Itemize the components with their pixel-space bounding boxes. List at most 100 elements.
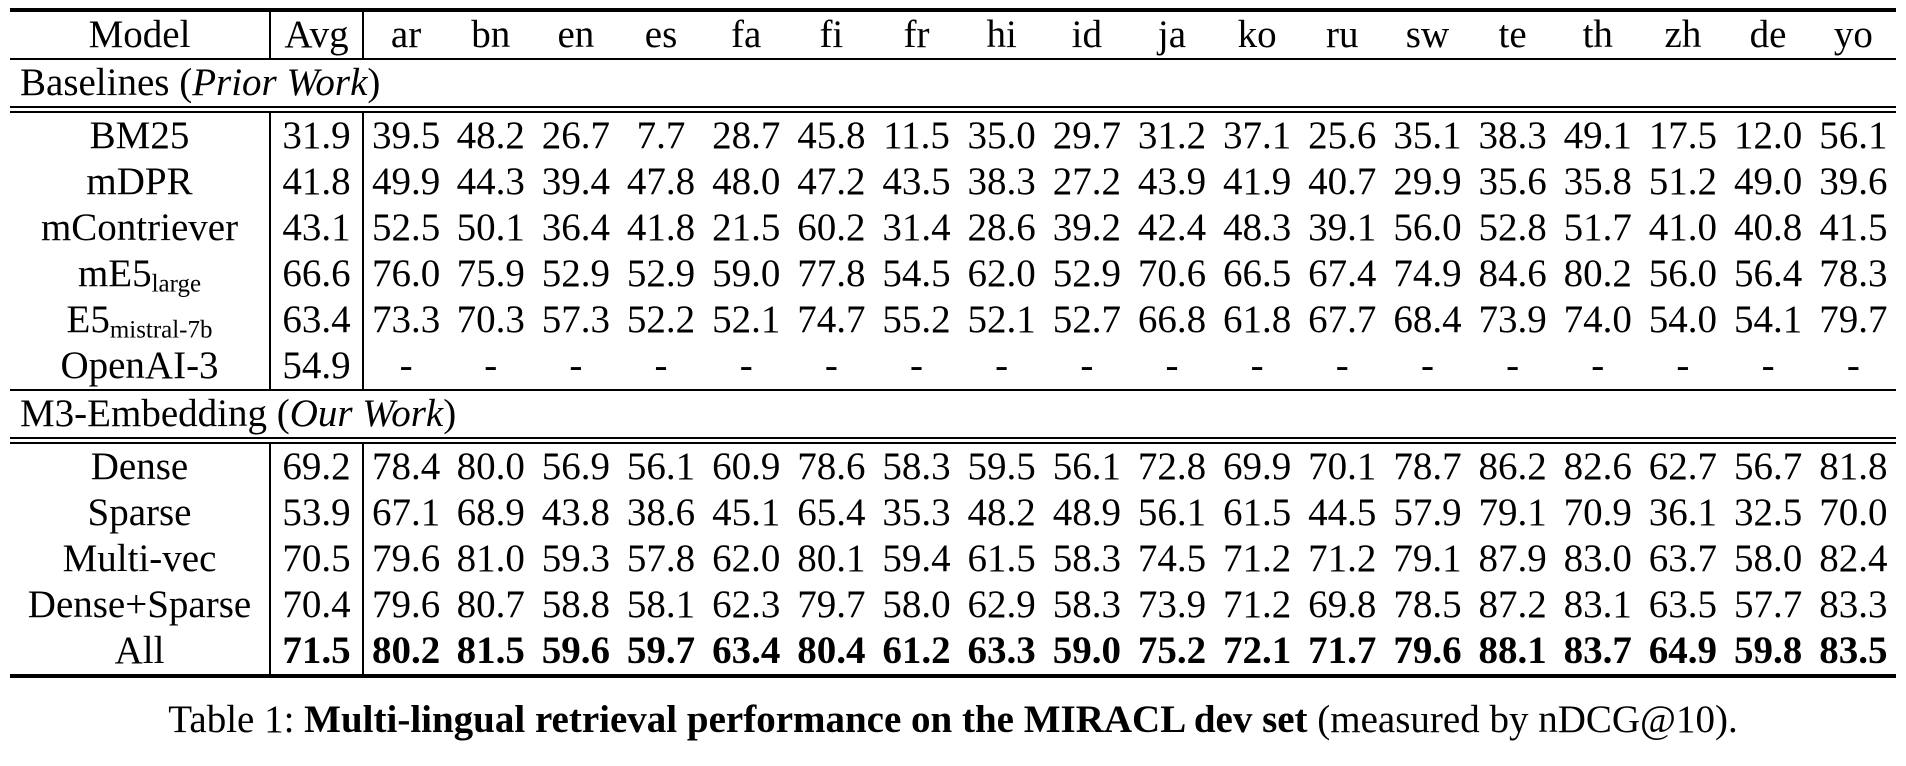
results-table: Model Avg ar bn en es fa fi fr hi id ja ko ru sw te th zh…: [10, 8, 1896, 678]
value-cell-fa: 45.1: [712, 491, 781, 534]
value-cell-ar: 78.4: [371, 445, 441, 488]
avg-cell: 63.4: [270, 297, 364, 343]
value-cell-id: 58.3: [1052, 537, 1121, 580]
value-cell-es: 56.1: [626, 445, 696, 488]
value-cell-sw: 57.9: [1393, 491, 1462, 534]
section-row-0: Baselines (Prior Work): [10, 59, 1896, 110]
value-cell-zh: 36.1: [1648, 491, 1718, 534]
value-cell-ko: 48.3: [1223, 206, 1292, 249]
value-cell-sw: 79.1: [1393, 537, 1462, 580]
value-cell-bn: 44.3: [456, 160, 525, 203]
value-cell-de: 12.0: [1733, 114, 1803, 157]
value-cell-de: 54.1: [1733, 298, 1803, 341]
value-cell-ru: 39.1: [1308, 206, 1377, 249]
value-cell-sw: 29.9: [1393, 160, 1462, 203]
model-cell: mContriever: [10, 205, 271, 251]
value-cell-te: 87.9: [1478, 537, 1547, 580]
value-cell-ar: -: [399, 344, 413, 387]
value-cell-yo: -: [1846, 344, 1860, 387]
value-cell-bn: 81.0: [456, 537, 525, 580]
avg-cell: 53.9: [270, 490, 364, 536]
model-subscript: large: [151, 270, 202, 298]
value-cell-fa: 52.1: [712, 298, 781, 341]
value-cell-ja: 74.5: [1137, 537, 1207, 580]
value-cell-te: 84.6: [1478, 252, 1547, 295]
value-cell-en: 59.3: [541, 537, 611, 580]
value-cell-ru: 71.7: [1308, 629, 1377, 672]
value-cell-fi: -: [824, 344, 838, 387]
value-cell-ar: 76.0: [371, 252, 441, 295]
value-cell-ja: 72.8: [1137, 445, 1207, 488]
value-cell-sw: 78.7: [1393, 445, 1462, 488]
value-cell-ko: 41.9: [1223, 160, 1292, 203]
value-cell-ru: 25.6: [1308, 114, 1377, 157]
value-cell-ko: 69.9: [1223, 445, 1292, 488]
value-cell-fr: 58.3: [882, 445, 951, 488]
value-cell-bn: -: [484, 344, 498, 387]
avg-cell: 66.6: [270, 251, 364, 297]
value-cell-th: 74.0: [1563, 298, 1632, 341]
value-cell-es: 57.8: [626, 537, 696, 580]
value-cell-fi: 79.7: [797, 583, 866, 626]
value-cell-th: -: [1591, 344, 1605, 387]
value-cell-fr: 61.2: [882, 629, 951, 672]
value-cell-hi: 62.0: [967, 252, 1036, 295]
header-cell-lang-bn: bn: [471, 13, 511, 56]
value-cell-de: 56.7: [1733, 445, 1803, 488]
value-cell-es: 41.8: [626, 206, 696, 249]
value-cell-te: 35.6: [1478, 160, 1547, 203]
value-cell-de: 32.5: [1733, 491, 1803, 534]
value-cell-sw: -: [1420, 344, 1434, 387]
header-cell-lang-fi: fi: [819, 13, 844, 56]
value-cell-fa: -: [739, 344, 753, 387]
value-cell-zh: -: [1676, 344, 1690, 387]
value-cell-es: 58.1: [626, 583, 696, 626]
value-cell-bn: 50.1: [456, 206, 525, 249]
value-cell-de: 40.8: [1733, 206, 1803, 249]
value-cell-fi: 74.7: [797, 298, 866, 341]
value-cell-ko: 72.1: [1223, 629, 1292, 672]
avg-cell: 70.5: [270, 536, 364, 582]
value-cell-ja: 75.2: [1137, 629, 1207, 672]
header-cell-lang-ru: ru: [1326, 13, 1359, 56]
value-cell-id: 52.7: [1052, 298, 1121, 341]
value-cell-fa: 21.5: [712, 206, 781, 249]
avg-cell: 71.5: [270, 628, 364, 676]
table-caption: Table 1: Multi-lingual retrieval perform…: [10, 696, 1896, 744]
value-cell-te: 87.2: [1478, 583, 1547, 626]
value-cell-fr: 58.0: [882, 583, 951, 626]
header-cell-lang-id: id: [1071, 13, 1102, 56]
value-cell-fi: 60.2: [797, 206, 866, 249]
header-cell-lang-ko: ko: [1237, 13, 1277, 56]
value-cell-sw: 79.6: [1393, 629, 1462, 672]
value-cell-id: 39.2: [1052, 206, 1121, 249]
value-cell-fr: 59.4: [882, 537, 951, 580]
value-cell-fi: 80.4: [797, 629, 866, 672]
value-cell-ru: 71.2: [1308, 537, 1377, 580]
model-cell: mDPR: [10, 159, 271, 205]
model-subscript: mistral-7b: [109, 316, 213, 344]
value-cell-th: 82.6: [1563, 445, 1632, 488]
value-cell-id: 29.7: [1052, 114, 1121, 157]
value-cell-fa: 63.4: [712, 629, 781, 672]
value-cell-hi: 48.2: [967, 491, 1036, 534]
header-cell-lang-de: de: [1749, 13, 1787, 56]
value-cell-te: 73.9: [1478, 298, 1547, 341]
value-cell-fi: 65.4: [797, 491, 866, 534]
caption-prefix: Table 1:: [168, 698, 305, 741]
value-cell-ru: 67.4: [1308, 252, 1377, 295]
value-cell-fr: -: [910, 344, 924, 387]
value-cell-es: 59.7: [626, 629, 696, 672]
value-cell-ar: 39.5: [371, 114, 441, 157]
avg-cell: 31.9: [270, 109, 364, 159]
value-cell-fr: 11.5: [883, 114, 950, 157]
header-cell-lang-zh: zh: [1664, 13, 1702, 56]
value-cell-yo: 81.8: [1819, 445, 1888, 488]
value-cell-zh: 63.5: [1648, 583, 1718, 626]
value-cell-en: 39.4: [541, 160, 611, 203]
table-row: Dense+Sparse 70.4 79.6 80.7 58.8 58.1 62.3 79.7…: [10, 582, 1896, 628]
value-cell-zh: 56.0: [1648, 252, 1718, 295]
value-cell-bn: 70.3: [456, 298, 525, 341]
section-row-1: M3-Embedding (Our Work): [10, 390, 1896, 441]
